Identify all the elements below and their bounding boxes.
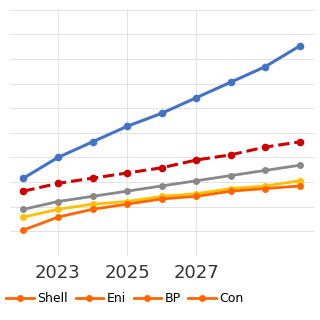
Legend: Shell, Eni, BP, Con: Shell, Eni, BP, Con xyxy=(1,287,249,310)
